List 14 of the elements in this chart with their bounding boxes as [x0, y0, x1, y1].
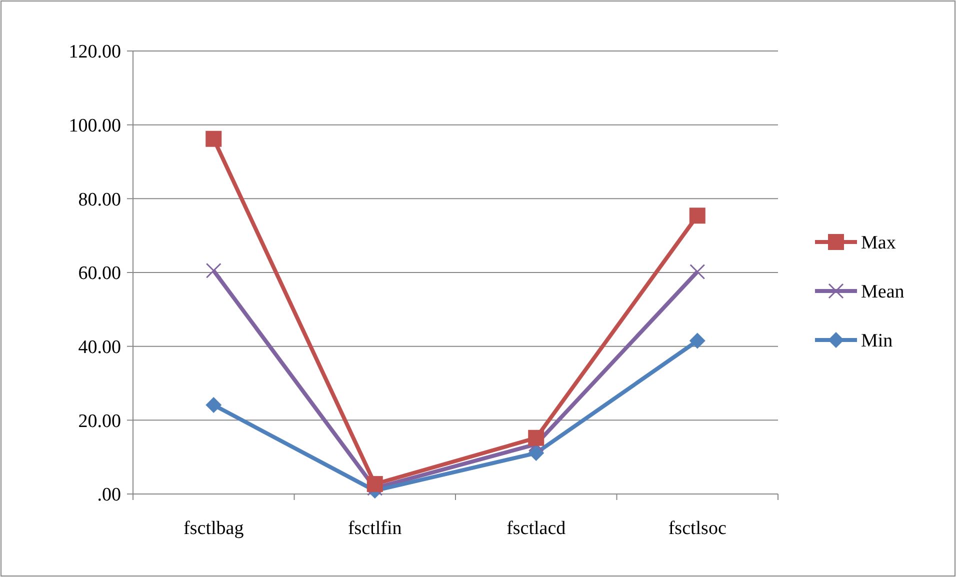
y-tick-label: 100.00 [68, 115, 121, 136]
y-tick-label: 80.00 [78, 189, 121, 210]
legend-label: Mean [861, 282, 905, 303]
y-tick-label: .00 [97, 484, 121, 506]
x-tick-label: fsctlfin [348, 518, 402, 539]
x-tick-label: fsctlbag [184, 518, 244, 539]
y-tick-label: 120.00 [68, 42, 121, 63]
legend-label: Min [861, 330, 894, 352]
legend-label: Max [861, 232, 896, 254]
x-tick-label: fsctlacd [506, 518, 566, 539]
y-tick-label: 60.00 [78, 263, 121, 284]
y-tick-label: 40.00 [78, 336, 121, 358]
x-tick-label: fsctlsoc [668, 518, 726, 539]
y-tick-label: 20.00 [78, 410, 121, 432]
